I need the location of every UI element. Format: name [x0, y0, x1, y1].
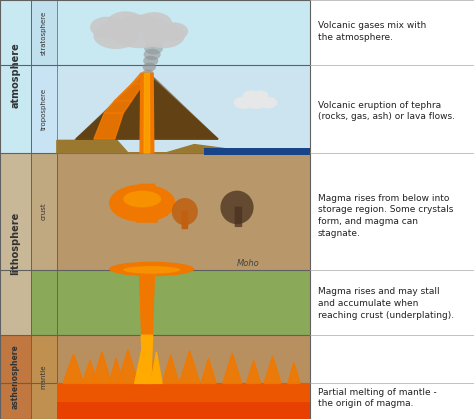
Polygon shape: [223, 353, 242, 383]
Polygon shape: [82, 360, 98, 383]
Bar: [57, 383, 310, 402]
Ellipse shape: [234, 96, 255, 109]
Text: Magma rises from below into
storage region. Some crystals
form, and magma can
st: Magma rises from below into storage regi…: [318, 194, 453, 238]
Text: Volcanic eruption of tephra
(rocks, gas, ash) or lava flows.: Volcanic eruption of tephra (rocks, gas,…: [318, 101, 455, 122]
Text: lithosphere: lithosphere: [10, 212, 20, 274]
Text: Moho: Moho: [237, 259, 260, 268]
Ellipse shape: [158, 22, 188, 41]
Polygon shape: [104, 101, 132, 113]
Bar: [31, 153, 57, 270]
Polygon shape: [151, 352, 162, 383]
Polygon shape: [162, 355, 179, 383]
Text: mantle: mantle: [41, 365, 47, 389]
Bar: [204, 148, 310, 155]
Bar: [57, 65, 310, 153]
Bar: [31, 270, 57, 335]
Polygon shape: [76, 75, 218, 139]
Polygon shape: [201, 358, 216, 383]
Ellipse shape: [243, 91, 260, 101]
Bar: [57, 270, 310, 335]
Text: Magma rises and may stall
and accumulate when
reaching crust (underplating).: Magma rises and may stall and accumulate…: [318, 287, 454, 320]
Ellipse shape: [109, 15, 171, 48]
Polygon shape: [135, 348, 150, 383]
FancyBboxPatch shape: [235, 207, 242, 227]
Polygon shape: [288, 362, 300, 383]
Ellipse shape: [143, 56, 158, 66]
Polygon shape: [57, 134, 310, 153]
Ellipse shape: [143, 63, 156, 71]
Polygon shape: [134, 356, 151, 383]
Bar: [57, 153, 310, 270]
Bar: [57, 0, 310, 65]
Text: Volcanic gases mix with
the atmosphere.: Volcanic gases mix with the atmosphere.: [318, 21, 426, 42]
Polygon shape: [109, 358, 123, 383]
Ellipse shape: [136, 12, 172, 34]
Polygon shape: [118, 350, 138, 383]
Polygon shape: [139, 270, 155, 335]
Ellipse shape: [142, 23, 185, 48]
Ellipse shape: [109, 261, 194, 277]
Ellipse shape: [172, 198, 198, 225]
Text: stratosphere: stratosphere: [41, 10, 47, 54]
Bar: [57, 383, 310, 419]
Polygon shape: [144, 73, 150, 153]
Polygon shape: [147, 359, 161, 383]
Polygon shape: [140, 73, 154, 153]
Ellipse shape: [123, 266, 180, 274]
Bar: [0, 335, 31, 419]
Ellipse shape: [93, 22, 139, 49]
Ellipse shape: [258, 97, 277, 109]
Ellipse shape: [253, 91, 268, 101]
Polygon shape: [179, 351, 200, 383]
Text: asthenosphere: asthenosphere: [11, 345, 20, 409]
Text: troposphere: troposphere: [41, 88, 47, 130]
Ellipse shape: [123, 191, 161, 207]
Polygon shape: [264, 356, 281, 383]
Ellipse shape: [144, 42, 163, 54]
Polygon shape: [92, 352, 111, 383]
Ellipse shape: [107, 11, 145, 35]
Bar: [31, 335, 57, 419]
Polygon shape: [63, 354, 84, 383]
FancyBboxPatch shape: [182, 211, 188, 229]
Text: crust: crust: [41, 203, 47, 220]
Ellipse shape: [144, 49, 161, 60]
Ellipse shape: [220, 191, 254, 224]
Polygon shape: [76, 73, 218, 139]
Polygon shape: [115, 84, 143, 101]
Ellipse shape: [242, 92, 270, 109]
Text: Partial melting of mantle -
the origin of magma.: Partial melting of mantle - the origin o…: [318, 388, 437, 409]
Polygon shape: [141, 335, 153, 383]
Bar: [31, 0, 57, 65]
Bar: [57, 335, 310, 383]
Polygon shape: [94, 113, 123, 139]
Polygon shape: [137, 184, 157, 222]
Ellipse shape: [109, 184, 175, 222]
Polygon shape: [132, 73, 148, 84]
Text: atmosphere: atmosphere: [10, 43, 20, 108]
Ellipse shape: [142, 70, 154, 77]
Bar: [0, 153, 31, 335]
Polygon shape: [246, 360, 261, 383]
Bar: [0, 0, 31, 153]
Ellipse shape: [90, 17, 123, 38]
Bar: [57, 383, 310, 419]
Bar: [31, 65, 57, 153]
